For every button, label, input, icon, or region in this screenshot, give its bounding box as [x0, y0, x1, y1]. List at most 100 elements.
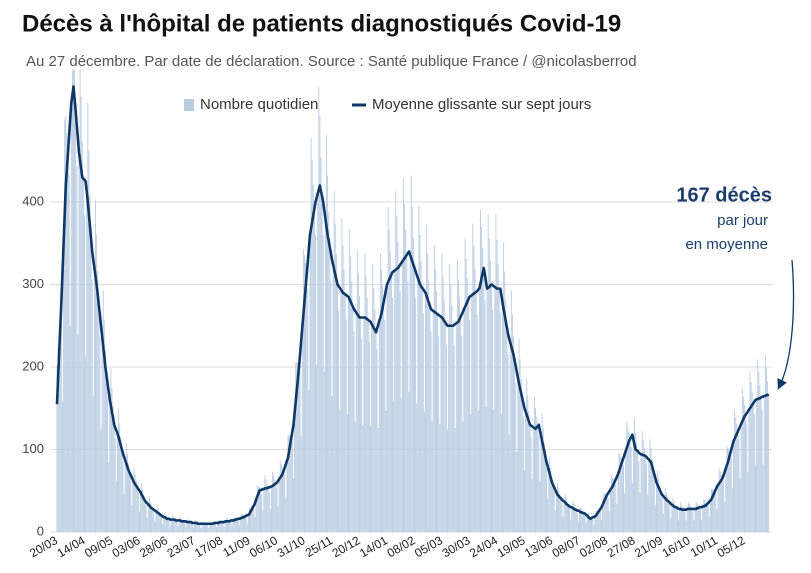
- bar: [456, 259, 458, 532]
- bar: [183, 521, 184, 532]
- bar: [230, 521, 232, 532]
- bar: [147, 504, 149, 532]
- bar: [97, 270, 99, 532]
- bar: [519, 359, 521, 532]
- bar: [697, 505, 699, 532]
- bar: [736, 423, 738, 532]
- bar: [322, 235, 324, 532]
- bar: [604, 493, 606, 532]
- bar: [294, 413, 296, 532]
- bar: [175, 520, 177, 532]
- bar: [416, 403, 418, 532]
- bar: [661, 498, 663, 532]
- bar: [165, 515, 167, 532]
- bar: [601, 519, 602, 532]
- bar: [449, 263, 451, 532]
- bar: [120, 436, 122, 532]
- bar: [123, 494, 125, 532]
- bar: [599, 511, 601, 532]
- bar: [319, 116, 321, 532]
- bar: [461, 335, 463, 532]
- bar: [728, 450, 730, 532]
- bar: [636, 442, 638, 532]
- bar: [106, 375, 107, 532]
- bar: [198, 523, 200, 532]
- bar: [648, 459, 650, 532]
- bar: [115, 480, 117, 532]
- bar: [608, 511, 610, 532]
- bar: [419, 235, 421, 532]
- bar: [758, 371, 760, 532]
- bar: [429, 305, 431, 532]
- bar: [406, 254, 408, 533]
- bar: [232, 520, 234, 532]
- x-tick-label: 10/11: [688, 533, 721, 560]
- bar: [467, 299, 469, 532]
- bar: [543, 442, 545, 532]
- bar: [526, 379, 528, 532]
- bar: [168, 520, 170, 532]
- bar: [477, 410, 479, 532]
- bar: [113, 424, 115, 532]
- bar: [136, 487, 138, 532]
- bar: [504, 271, 506, 532]
- bar: [236, 518, 238, 532]
- bar: [447, 428, 448, 532]
- bar: [632, 439, 634, 532]
- bar: [715, 493, 717, 532]
- bar: [354, 421, 356, 532]
- bar: [454, 428, 456, 532]
- bar: [86, 191, 88, 532]
- bar: [587, 513, 589, 532]
- bar: [342, 244, 344, 532]
- bar: [283, 470, 285, 532]
- bar: [591, 517, 593, 532]
- bar: [624, 493, 626, 532]
- bar: [372, 263, 374, 532]
- bar: [564, 493, 566, 532]
- bar: [87, 103, 89, 532]
- bar: [499, 312, 501, 532]
- bar: [267, 487, 269, 532]
- y-tick-label: 400: [22, 193, 44, 208]
- bar: [128, 463, 129, 532]
- bar: [761, 409, 763, 532]
- bar: [603, 493, 605, 532]
- bar: [285, 498, 287, 532]
- bar: [711, 489, 712, 532]
- bar: [579, 511, 580, 532]
- bar: [469, 319, 470, 532]
- bar: [156, 506, 158, 532]
- bar: [296, 362, 298, 532]
- bar: [257, 486, 259, 532]
- bar: [696, 503, 698, 532]
- bar: [723, 480, 725, 532]
- bar: [657, 470, 659, 532]
- bar: [547, 499, 549, 532]
- bar: [286, 461, 288, 532]
- bar: [331, 395, 333, 532]
- bar: [188, 520, 190, 532]
- bar: [174, 517, 176, 532]
- bar: [707, 505, 709, 532]
- bar: [395, 191, 397, 532]
- bar: [440, 316, 442, 532]
- bar: [712, 489, 714, 532]
- bar: [166, 517, 168, 532]
- bar: [396, 216, 398, 532]
- bar: [503, 242, 505, 533]
- bar: [266, 484, 268, 532]
- y-tick-label: 200: [22, 358, 44, 373]
- legend-label: Nombre quotidien: [200, 96, 318, 113]
- bar: [330, 281, 332, 532]
- bar: [653, 480, 655, 532]
- bar: [124, 460, 126, 532]
- bar: [399, 291, 401, 532]
- bar: [241, 513, 243, 532]
- bar: [218, 520, 220, 532]
- bar: [703, 499, 705, 532]
- bar: [197, 522, 199, 532]
- bar: [569, 508, 571, 532]
- bar: [366, 297, 368, 532]
- bar: [714, 491, 716, 532]
